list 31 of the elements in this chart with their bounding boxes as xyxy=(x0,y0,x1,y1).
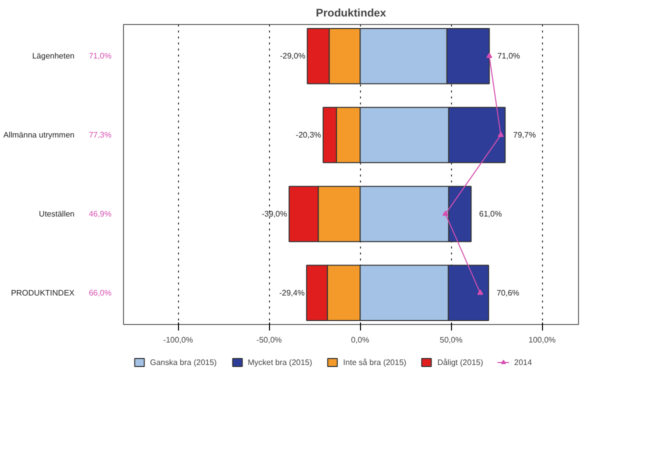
x-tick-label: 0,0% xyxy=(350,336,370,344)
annotation: 70,6% xyxy=(496,288,520,298)
legend-label: Ganska bra (2015) xyxy=(150,357,217,367)
data-label: 66,0% xyxy=(88,288,112,298)
point xyxy=(477,290,484,295)
point xyxy=(486,52,492,58)
annotation: -39,0% xyxy=(262,209,288,218)
legend-label: Mycket bra (2015) xyxy=(248,357,312,367)
annotation: -29,0% xyxy=(280,52,306,61)
annotation: -29,4% xyxy=(279,288,305,298)
x-tick-label: -50,0% xyxy=(256,336,282,344)
chart-title: Produktindex xyxy=(316,8,388,20)
x-tick-label: -100,0% xyxy=(163,336,193,344)
data-label: 71,0% xyxy=(88,52,112,61)
annotation: 71,0% xyxy=(497,52,520,61)
annotation: 61,0% xyxy=(479,209,502,218)
data-label: 46,9% xyxy=(88,209,112,218)
legend-label: 2014 xyxy=(514,357,533,367)
legend-label: Inte så bra (2015) xyxy=(343,357,406,367)
y-tick-label: PRODUKTINDEX xyxy=(10,288,76,298)
annotation: -20,3% xyxy=(296,130,322,140)
x-tick-label: 50,0% xyxy=(440,336,462,344)
data-label: 77,3% xyxy=(88,130,112,140)
legend-label: Dåligt (2015) xyxy=(437,357,484,367)
y-tick-label: Uteställen xyxy=(38,209,75,218)
point xyxy=(442,210,448,216)
y-tick-label: Allmänna utrymmen xyxy=(3,130,75,140)
y-tick-label: Lägenheten xyxy=(32,52,74,61)
point xyxy=(498,132,504,137)
annotation: 79,7% xyxy=(513,130,536,140)
x-tick-label: 100,0% xyxy=(528,336,556,344)
